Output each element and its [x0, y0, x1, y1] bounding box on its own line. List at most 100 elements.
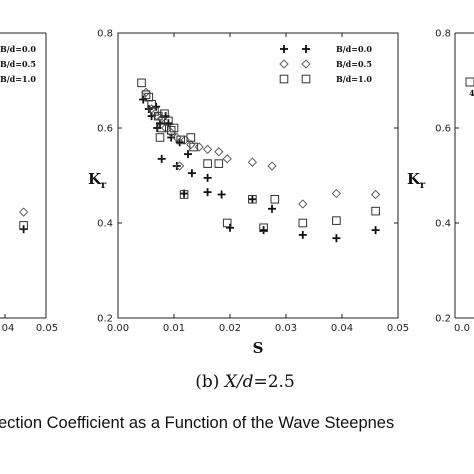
left-panel-legend-label: B/d=0.5 — [0, 59, 36, 69]
panel-b-x-tick-label: 0.00 — [107, 323, 129, 334]
panel-b-point-plus — [203, 188, 212, 197]
panel-b-point-plus — [268, 204, 276, 213]
right-panel-y-axis-label-main: K — [407, 170, 421, 188]
left-panel-data-points — [18, 207, 29, 234]
panel-b-point-square — [332, 216, 341, 225]
panel-b-point-square — [169, 123, 179, 133]
left-panel-legend-label: B/d=0.0 — [0, 44, 36, 54]
right-panel: 0.2 0.4 0.6 0.8 0.0 Kr 4 — [407, 29, 474, 335]
panel-b-point-square — [155, 133, 165, 142]
panel-b-point-plus — [172, 162, 181, 170]
panel-b-point-square — [186, 133, 196, 142]
panel-b-point-plus — [203, 173, 212, 182]
right-panel-y-tick-label: 0.8 — [435, 29, 451, 40]
panel-b-point-diamond — [247, 157, 258, 167]
panel-b-point-plus — [139, 95, 148, 104]
panel-b-point-square — [259, 223, 268, 233]
panel-b-point-square — [164, 116, 173, 126]
panel-b-legend-label: B/d=0.5 — [336, 59, 372, 69]
panel-b-legend-label: B/d=0.0 — [336, 44, 372, 54]
panel-b-point-square — [141, 90, 151, 100]
panel-b-subtitle-prefix: (b) — [195, 372, 219, 392]
panel-b-point-plus — [153, 124, 162, 132]
right-panel-legend-fragment: 4 — [469, 88, 474, 98]
panel-b-point-square — [248, 194, 257, 204]
left-panel-point-diamond — [18, 207, 29, 217]
panel-b-legend-marker-diamond — [301, 59, 311, 69]
panel-b-point-plus — [144, 105, 153, 113]
panel-b-point-diamond — [222, 154, 232, 164]
right-panel-ticks: 0.2 0.4 0.6 0.8 0.0 — [435, 29, 470, 335]
panel-b-point-square — [154, 111, 163, 121]
panel-b-y-tick-label: 0.6 — [97, 124, 113, 135]
panel-b-point-square — [179, 190, 189, 199]
left-panel-x-tick-label: 0.05 — [36, 323, 58, 334]
panel-b-subtitle-variable: X/d — [223, 372, 254, 392]
panel-b-x-tick-label: 0.03 — [275, 323, 297, 334]
right-panel-y-tick-label: 0.6 — [435, 124, 451, 135]
panel-b: 0.00 0.01 0.02 0.03 0.04 0.050.20.40.60.8 Kr … — [88, 29, 409, 393]
right-panel-y-axis-label: Kr — [407, 170, 426, 191]
panel-b-x-axis-label: S — [253, 339, 264, 357]
right-panel-x-tick-label: 0.0 — [454, 323, 470, 334]
panel-b-point-plus — [371, 226, 380, 235]
panel-b-point-square — [176, 135, 186, 145]
panel-b-subtitle: (b) X/d=2.5 — [195, 372, 295, 392]
panel-b-x-tick-label: 0.01 — [163, 323, 185, 334]
panel-b-point-square — [189, 142, 198, 152]
panel-b-point-square — [203, 159, 212, 168]
panel-b-point-diamond — [180, 135, 190, 145]
left-panel-legend-label: B/d=1.0 — [0, 74, 36, 84]
panel-b-point-plus — [184, 150, 192, 159]
panel-b-point-diamond — [194, 142, 204, 152]
right-panel-y-axis-label-sub: r — [420, 180, 426, 191]
left-panel-point-square — [19, 221, 28, 230]
panel-b-legend-markers — [279, 45, 311, 84]
panel-b-point-square — [298, 218, 308, 228]
panel-b-y-axis-label-sub: r — [101, 180, 107, 191]
panel-b-x-tick-label: 0.05 — [387, 323, 409, 334]
panel-b-point-square — [371, 206, 380, 216]
panel-b-legend-marker-square — [301, 74, 311, 84]
panel-b-x-tick-label: 0.02 — [219, 323, 241, 334]
panel-b-point-plus — [167, 133, 176, 142]
panel-b-y-axis-label: Kr — [88, 170, 107, 191]
right-panel-y-tick-label: 0.2 — [435, 314, 451, 325]
panel-b-y-axis-label-main: K — [88, 170, 102, 188]
panel-b-point-square — [137, 78, 146, 88]
panel-b-point-diamond — [298, 199, 308, 209]
panel-b-subtitle-value: =2.5 — [254, 372, 295, 392]
panel-b-point-plus — [157, 154, 166, 163]
panel-b-point-plus — [226, 223, 234, 232]
panel-b-y-tick-label: 0.8 — [97, 29, 113, 40]
panel-b-ticks: 0.00 0.01 0.02 0.03 0.04 0.05 0.2 0.4 0.6 0.8 — [97, 29, 409, 335]
panel-b-point-diamond — [214, 147, 224, 157]
panel-b-point-diamond — [202, 144, 213, 155]
panel-b-point-diamond — [331, 188, 342, 199]
panel-b-data-points — [137, 78, 381, 243]
panel-b-legend: B/d=0.0 B/d=0.5 B/d=1.0 — [279, 44, 372, 84]
right-panel-legend-marker — [465, 77, 474, 87]
panel-b-x-tick-label: 0.04 — [331, 323, 353, 334]
panel-b-point-diamond — [174, 161, 185, 171]
panel-b-point-diamond — [141, 87, 151, 98]
panel-b-legend-marker-plus — [302, 45, 310, 53]
panel-b-point-plus — [248, 195, 257, 204]
panel-b-point-diamond — [267, 161, 277, 171]
right-panel-y-tick-label: 0.4 — [435, 219, 451, 230]
panel-b-point-square — [166, 126, 176, 135]
panel-b-point-plus — [217, 190, 226, 199]
panel-b-y-tick-label: 0.2 — [97, 314, 113, 325]
panel-b-point-plus — [298, 230, 307, 239]
panel-b-point-plus — [332, 234, 341, 243]
panel-b-point-plus — [259, 226, 268, 235]
panel-b-legend-marker-plus — [280, 45, 288, 53]
left-panel: 04 0.05 B/d=0.0 B/d=0.5 B/d=1.0 — [0, 32, 58, 334]
panel-b-point-square — [157, 123, 166, 133]
panel-b-point-square — [214, 159, 224, 168]
panel-b-plot-frame — [117, 32, 399, 319]
panel-b-legend-marker-square — [279, 74, 289, 84]
panel-b-legend-label: B/d=1.0 — [336, 74, 372, 84]
panel-b-point-square — [222, 218, 232, 228]
panel-b-legend-marker-diamond — [279, 59, 289, 69]
